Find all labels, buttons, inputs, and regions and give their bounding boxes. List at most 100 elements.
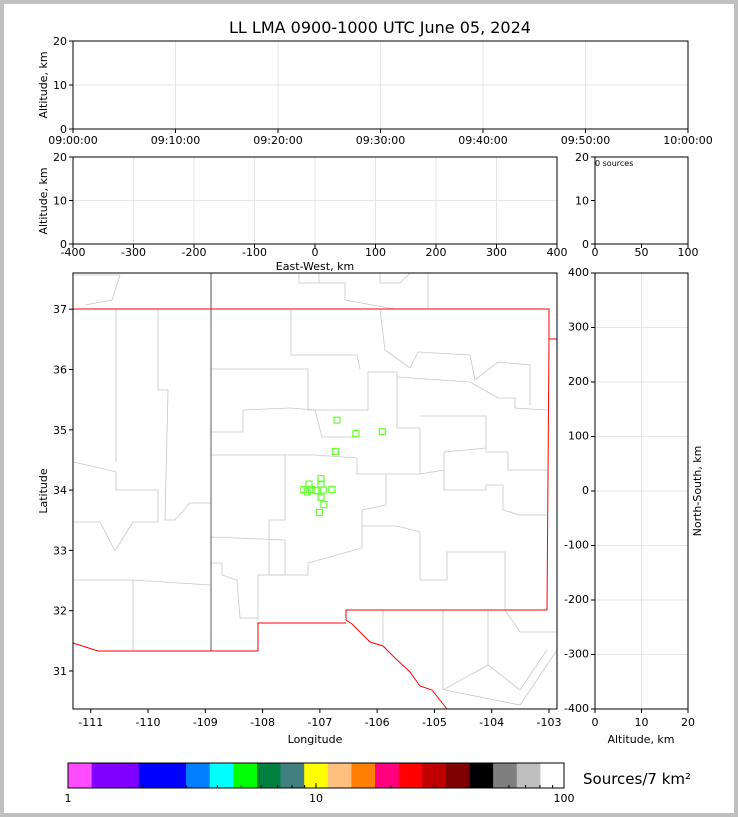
county-boundary: [419, 415, 487, 475]
lightning-source-point: [328, 485, 336, 494]
colorbar-segment: [280, 763, 305, 788]
colorbar-segment: [186, 763, 211, 788]
county-boundary: [157, 309, 211, 521]
y-tick-label: 10: [53, 79, 67, 92]
colorbar-segment: [398, 763, 423, 788]
colorbar-tick-label: 100: [554, 792, 575, 805]
x-tick-label: -108: [250, 716, 275, 729]
y-tick-label: 10: [53, 195, 67, 208]
x-tick-label: 09:00:00: [48, 134, 97, 147]
x-tick-label: 09:50:00: [561, 134, 610, 147]
x-tick-label: 10: [635, 716, 649, 729]
y-tick-label: 300: [568, 321, 589, 334]
figure: LL LMA 0900-1000 UTC June 05, 2024 09:00…: [4, 4, 734, 813]
y-tick-label: 100: [568, 430, 589, 443]
county-boundary: [361, 474, 387, 526]
x-tick-label: 300: [486, 246, 507, 259]
y-tick-label: 35: [53, 424, 67, 437]
county-boundary: [290, 309, 361, 370]
altitude-time-panel: 09:00:00 09:10:00 09:20:00 09:30:00 09:40:00…: [48, 35, 712, 147]
colorbar-segment: [327, 763, 352, 788]
x-tick-label: -400: [61, 246, 86, 259]
county-boundary: [504, 609, 557, 633]
x-tick-label: -110: [136, 716, 161, 729]
y-tick-label: 33: [53, 544, 67, 557]
x-tick-label: -104: [479, 716, 504, 729]
x-tick-label: 09:40:00: [458, 134, 507, 147]
x-tick-label: -106: [365, 716, 390, 729]
plan-view-map: -111 -110 -109 -108 -107 -106 -105 -104 -103 31 32…: [53, 272, 561, 729]
colorbar-segment: [138, 763, 187, 788]
lightning-source-point: [352, 429, 360, 438]
y-tick-label: 20: [575, 151, 589, 164]
county-boundary: [396, 376, 548, 411]
colorbar-segment: [375, 763, 399, 788]
y-tick-label: 20: [53, 151, 67, 164]
lightning-source-point: [312, 487, 320, 495]
lightning-source-point: [331, 447, 339, 456]
colorbar-tick-label: 10: [309, 792, 323, 805]
county-boundary: [132, 579, 211, 586]
lightning-source-point: [315, 508, 323, 517]
county-boundary: [72, 461, 159, 552]
county-boundary: [379, 308, 531, 405]
ew-ylabel: Altitude, km: [37, 167, 50, 234]
lightning-source-point: [320, 500, 328, 509]
histogram-panel: 0 sources 0 50 100 0 10 20: [575, 151, 699, 259]
y-tick-label: 0: [582, 484, 589, 497]
county-boundary: [211, 407, 357, 438]
map-ylabel: Latitude: [37, 468, 50, 514]
x-tick-label: 20: [681, 716, 695, 729]
lightning-source-point: [303, 488, 311, 496]
ew-xlabel: East-West, km: [276, 260, 354, 273]
x-tick-label: 100: [365, 246, 386, 259]
county-boundary: [211, 562, 258, 619]
colorbar-segment: [304, 763, 329, 788]
top-ylabel: Altitude, km: [37, 51, 50, 118]
x-tick-label: -111: [78, 716, 103, 729]
y-tick-label: 32: [53, 605, 67, 618]
county-boundary: [285, 454, 358, 459]
x-tick-label: -100: [242, 246, 267, 259]
county-boundary: [211, 368, 421, 475]
y-tick-label: -200: [564, 593, 589, 606]
y-tick-label: 20: [53, 35, 67, 48]
county-boundary: [444, 649, 558, 706]
y-tick-label: 200: [568, 375, 589, 388]
colorbar: Sources/7 km² 1 10 100: [65, 762, 691, 805]
y-tick-label: 400: [568, 266, 589, 279]
lightning-source-point: [378, 428, 386, 436]
lightning-source-point: [319, 486, 327, 494]
x-tick-label: 50: [635, 246, 649, 259]
y-tick-label: -100: [564, 539, 589, 552]
x-tick-label: 400: [547, 246, 568, 259]
figure-title: LL LMA 0900-1000 UTC June 05, 2024: [229, 18, 531, 37]
y-tick-label: 10: [575, 195, 589, 208]
county-boundary: [442, 610, 548, 691]
x-tick-label: -105: [422, 716, 447, 729]
county-boundary: [298, 273, 396, 310]
colorbar-segment: [68, 763, 92, 788]
northsouth-altitude-panel: 0 10 20 -400 -300 -200 -100 0 100 200 300 400: [564, 266, 695, 729]
x-tick-label: -200: [182, 246, 207, 259]
county-boundary: [73, 579, 134, 650]
x-tick-label: 0: [592, 716, 599, 729]
colorbar-segment: [422, 763, 447, 788]
state-boundary-red: [72, 308, 557, 710]
x-tick-label: -107: [307, 716, 332, 729]
county-boundary: [485, 448, 547, 471]
y-tick-label: 0: [60, 238, 67, 251]
ns-xlabel: Altitude, km: [607, 733, 674, 746]
source-count-annotation: 0 sources: [595, 159, 633, 168]
x-tick-label: -109: [193, 716, 218, 729]
lightning-source-point: [317, 493, 325, 501]
colorbar-segment: [256, 763, 281, 788]
colorbar-segment: [209, 763, 234, 788]
colorbar-segment: [351, 763, 376, 788]
x-tick-label: 09:20:00: [253, 134, 302, 147]
y-tick-label: -300: [564, 648, 589, 661]
map-xlabel: Longitude: [288, 733, 343, 746]
colorbar-label: Sources/7 km²: [583, 770, 691, 788]
x-tick-label: -103: [536, 716, 561, 729]
